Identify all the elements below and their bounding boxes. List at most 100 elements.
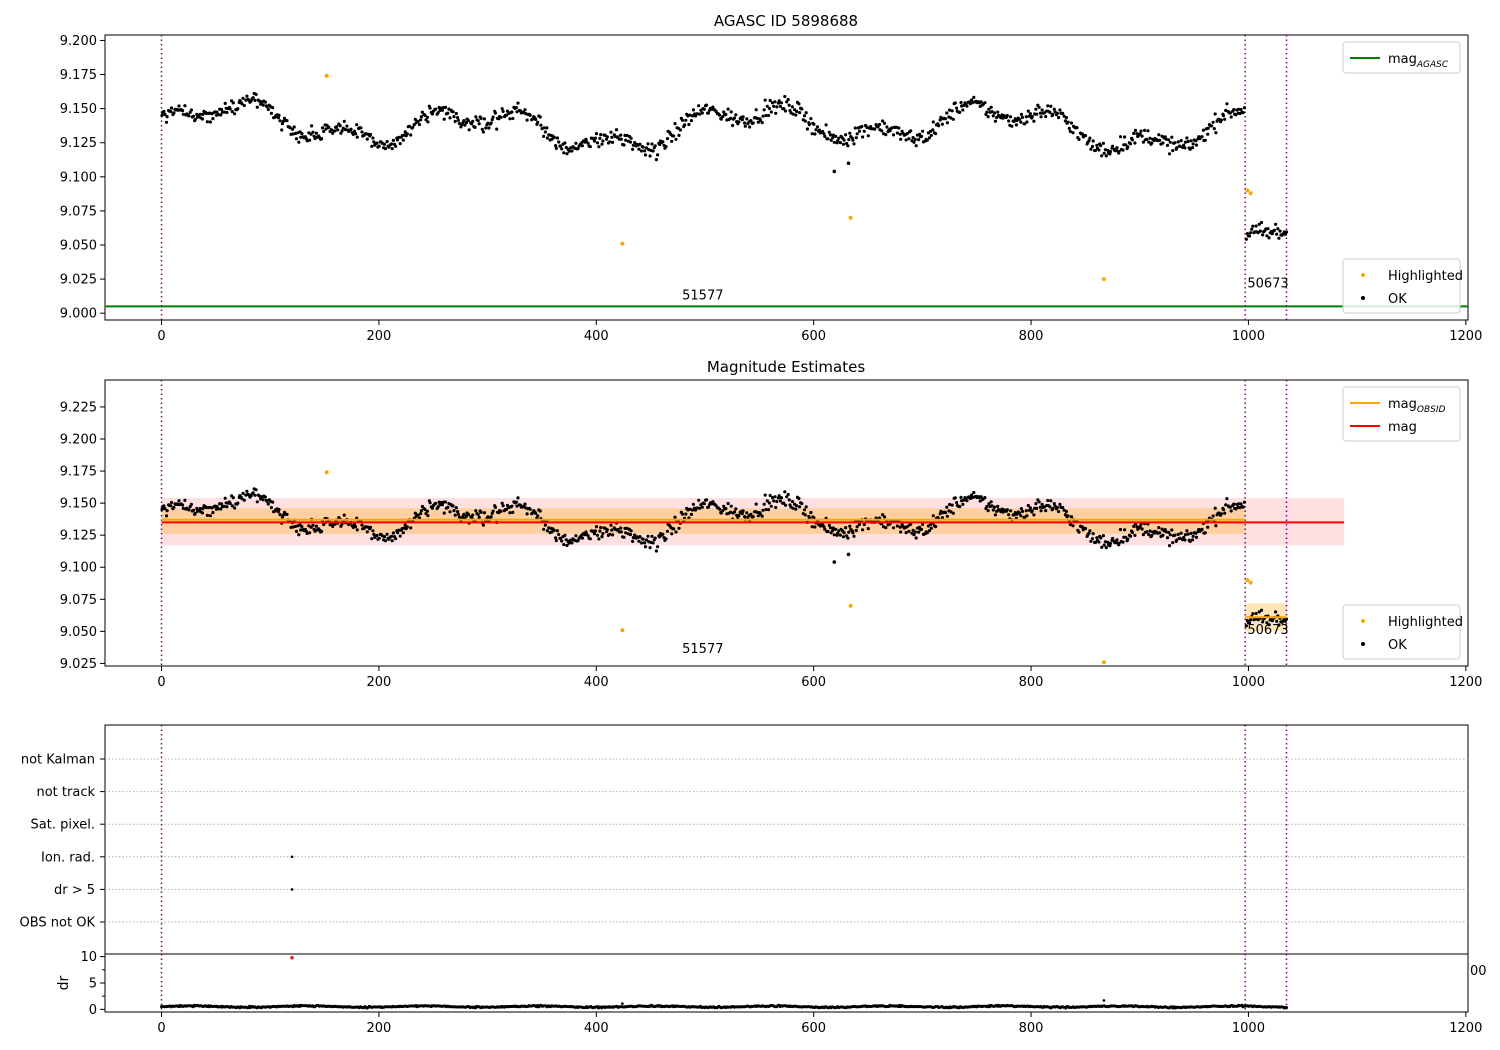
data-point-ok bbox=[986, 509, 990, 513]
data-point-ok bbox=[601, 532, 605, 536]
data-point-ok bbox=[1075, 126, 1079, 130]
data-point-ok bbox=[828, 133, 833, 137]
data-point-ok bbox=[770, 496, 775, 500]
data-point-ok bbox=[846, 536, 850, 540]
data-point-ok bbox=[934, 132, 938, 136]
data-point-ok bbox=[1026, 109, 1030, 113]
data-point-ok bbox=[525, 512, 529, 516]
data-point-ok bbox=[501, 109, 505, 113]
legend-1-1 bbox=[1342, 258, 1461, 314]
data-point-ok bbox=[670, 139, 674, 143]
legend-label: OK bbox=[1388, 292, 1407, 307]
data-point-ok bbox=[1007, 513, 1011, 517]
data-point-ok bbox=[592, 139, 597, 143]
data-point-ok bbox=[1077, 137, 1081, 141]
data-point-ok bbox=[443, 105, 448, 109]
data-point-ok bbox=[990, 504, 994, 508]
data-point-ok bbox=[325, 123, 329, 127]
data-point-ok bbox=[729, 110, 733, 114]
data-point-ok bbox=[1183, 146, 1187, 150]
data-point-ok bbox=[1274, 222, 1278, 226]
data-point-ok bbox=[1168, 533, 1172, 537]
data-point-ok bbox=[785, 100, 789, 104]
data-point-ok bbox=[1188, 147, 1192, 151]
data-point-ok bbox=[841, 142, 846, 146]
data-point-ok bbox=[1062, 114, 1066, 118]
data-point-ok bbox=[231, 101, 235, 105]
data-point-ok bbox=[1051, 112, 1055, 116]
data-point-ok bbox=[253, 493, 257, 497]
data-point-ok bbox=[718, 507, 722, 511]
data-point-ok bbox=[1027, 114, 1031, 118]
data-point-ok bbox=[760, 514, 764, 518]
data-point-ok bbox=[528, 113, 532, 117]
data-point-ok bbox=[436, 505, 440, 509]
data-point-ok bbox=[800, 501, 804, 506]
dr-point bbox=[621, 1002, 624, 1005]
data-point-ok bbox=[643, 541, 647, 545]
data-point-ok bbox=[1150, 533, 1154, 538]
data-point-ok bbox=[745, 511, 749, 515]
data-point-ok bbox=[1183, 140, 1187, 144]
data-point-ok bbox=[528, 507, 532, 511]
data-point-ok bbox=[1053, 504, 1057, 508]
data-point-ok bbox=[1019, 507, 1024, 511]
data-point-ok bbox=[702, 502, 706, 506]
x-tick-label: 600 bbox=[801, 1021, 826, 1036]
data-point-ok bbox=[1206, 126, 1210, 130]
data-point-ok bbox=[965, 499, 969, 503]
data-point-ok bbox=[278, 513, 282, 517]
data-point-highlighted bbox=[1245, 578, 1250, 583]
data-point-ok bbox=[271, 500, 275, 504]
data-point-ok bbox=[624, 138, 628, 142]
data-point-ok bbox=[787, 103, 791, 107]
data-point-ok bbox=[1100, 545, 1104, 550]
data-point-ok bbox=[405, 132, 409, 136]
data-point-ok bbox=[995, 115, 999, 120]
data-point-ok bbox=[1130, 530, 1134, 535]
data-point-ok bbox=[677, 526, 681, 530]
data-point-ok bbox=[754, 108, 758, 112]
data-point-ok bbox=[1071, 524, 1075, 528]
data-point-ok bbox=[813, 525, 817, 529]
data-point-ok bbox=[1115, 538, 1119, 542]
data-point-ok bbox=[706, 505, 711, 509]
panel-dr: 0 200 400 600 800 1000 1200 0 5 10 bbox=[80, 950, 1482, 1036]
data-point-ok bbox=[832, 533, 836, 537]
data-point-ok bbox=[352, 129, 357, 133]
data-point-ok bbox=[1201, 128, 1205, 132]
data-point-ok bbox=[754, 502, 758, 506]
data-point-ok bbox=[567, 149, 571, 153]
data-point-ok bbox=[737, 513, 741, 518]
data-point-ok bbox=[737, 120, 741, 124]
y-tick-label: 9.125 bbox=[60, 529, 97, 544]
data-point-ok bbox=[466, 119, 470, 123]
data-point-ok bbox=[1040, 108, 1044, 112]
data-point-ok bbox=[160, 113, 164, 117]
data-point-ok bbox=[625, 133, 629, 138]
data-point-ok bbox=[336, 128, 340, 132]
data-point-ok bbox=[245, 94, 249, 98]
x-tick-label: 1200 bbox=[1449, 1021, 1482, 1036]
data-point-ok bbox=[600, 535, 604, 539]
data-point-ok bbox=[639, 541, 644, 545]
data-point-ok bbox=[851, 138, 855, 142]
data-point-ok bbox=[570, 149, 574, 153]
data-point-ok bbox=[1190, 538, 1195, 542]
data-point-ok bbox=[215, 110, 219, 114]
data-point-ok bbox=[996, 110, 1000, 114]
data-point-ok bbox=[772, 499, 776, 503]
data-point-ok bbox=[834, 527, 838, 531]
data-point-ok bbox=[456, 116, 460, 120]
data-point-ok bbox=[452, 509, 456, 513]
data-point-ok bbox=[391, 531, 395, 535]
data-point-ok bbox=[294, 131, 298, 135]
data-point-ok bbox=[777, 99, 781, 103]
data-point-ok bbox=[831, 526, 835, 530]
data-point-ok bbox=[1020, 115, 1025, 119]
data-point-ok bbox=[1024, 115, 1028, 119]
data-point-ok bbox=[885, 125, 889, 129]
data-point-ok bbox=[308, 138, 312, 142]
data-point-ok bbox=[231, 496, 235, 500]
data-point-ok bbox=[673, 122, 677, 126]
